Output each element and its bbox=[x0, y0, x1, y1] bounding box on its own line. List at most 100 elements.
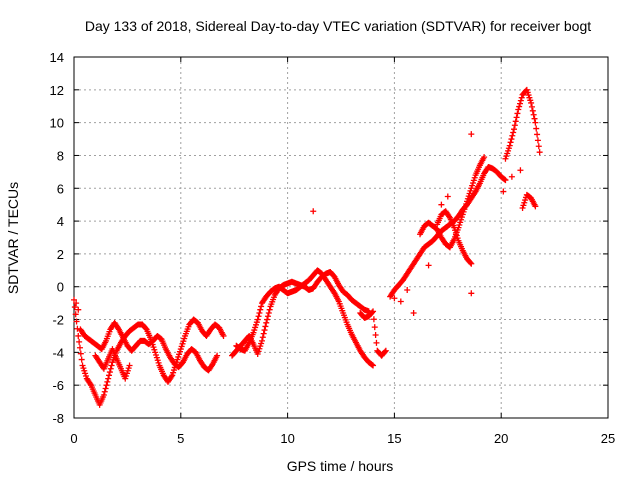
data-point bbox=[254, 316, 261, 323]
data-point bbox=[71, 304, 78, 311]
x-tick-label: 10 bbox=[280, 431, 294, 446]
data-point bbox=[532, 203, 539, 210]
data-point bbox=[108, 362, 115, 369]
data-point bbox=[534, 137, 541, 144]
data-point bbox=[468, 290, 475, 297]
data-point bbox=[106, 369, 113, 376]
data-point bbox=[126, 362, 133, 369]
data-point bbox=[258, 337, 265, 344]
data-point bbox=[529, 107, 536, 114]
plot-frame bbox=[73, 56, 609, 419]
x-axis-label: GPS time / hours bbox=[287, 458, 394, 474]
data-point bbox=[508, 136, 515, 143]
data-point bbox=[512, 118, 519, 125]
data-point bbox=[501, 176, 508, 183]
data-point bbox=[536, 149, 543, 156]
tick-layer: 0 5 10 15 20 25 -8 -6 -4 -2 0 2 4 6 8 10 12 14 bbox=[50, 50, 616, 446]
data-point bbox=[509, 132, 516, 139]
data-point bbox=[264, 316, 271, 323]
y-tick-label: -4 bbox=[52, 345, 64, 360]
data-point bbox=[214, 352, 221, 359]
data-point bbox=[515, 106, 522, 113]
y-tick-label: 0 bbox=[57, 280, 64, 295]
data-point bbox=[259, 334, 266, 341]
data-point bbox=[168, 373, 175, 380]
data-point bbox=[101, 388, 108, 395]
data-point bbox=[371, 324, 378, 331]
data-point bbox=[78, 356, 85, 363]
data-point bbox=[370, 308, 377, 315]
data-point bbox=[382, 348, 389, 355]
y-tick-label: 2 bbox=[57, 247, 64, 262]
data-point bbox=[500, 188, 507, 195]
data-point bbox=[310, 208, 317, 215]
chart-title: Day 133 of 2018, Sidereal Day-to-day VTE… bbox=[85, 18, 591, 34]
y-tick-label: 12 bbox=[50, 83, 64, 98]
data-point bbox=[517, 97, 524, 104]
data-point bbox=[531, 115, 538, 122]
data-point bbox=[511, 122, 518, 129]
data-point bbox=[103, 382, 110, 389]
y-tick-label: 10 bbox=[50, 116, 64, 131]
data-point bbox=[74, 325, 81, 332]
data-point bbox=[76, 338, 83, 345]
data-point bbox=[507, 139, 514, 146]
data-point bbox=[107, 365, 114, 372]
x-tick-label: 0 bbox=[70, 431, 77, 446]
y-tick-label: 14 bbox=[50, 50, 64, 65]
data-point bbox=[262, 323, 269, 330]
data-point bbox=[75, 332, 82, 339]
x-tick-label: 5 bbox=[177, 431, 184, 446]
data-point bbox=[467, 259, 474, 266]
x-tick-label: 20 bbox=[494, 431, 508, 446]
y-tick-label: -6 bbox=[52, 378, 64, 393]
data-point bbox=[75, 306, 82, 313]
data-point bbox=[534, 131, 541, 138]
data-point bbox=[263, 319, 270, 326]
data-point bbox=[425, 262, 432, 269]
data-point bbox=[532, 119, 539, 126]
data-point bbox=[510, 129, 517, 136]
data-point bbox=[446, 213, 453, 220]
grid-layer bbox=[74, 57, 608, 418]
data-point bbox=[73, 318, 80, 325]
data-point bbox=[378, 352, 385, 359]
data-point bbox=[266, 306, 273, 313]
data-point bbox=[370, 362, 377, 369]
data-point bbox=[264, 313, 271, 320]
data-point bbox=[373, 339, 380, 346]
data-point bbox=[369, 361, 376, 368]
data-point bbox=[438, 201, 445, 208]
y-tick-label: 6 bbox=[57, 181, 64, 196]
data-point bbox=[468, 260, 475, 267]
data-point bbox=[382, 347, 389, 354]
data-point bbox=[508, 173, 515, 180]
data-point bbox=[397, 298, 404, 305]
data-point bbox=[104, 378, 111, 385]
data-point bbox=[535, 143, 542, 150]
data-point bbox=[468, 131, 475, 138]
data-point bbox=[72, 311, 79, 318]
data-point bbox=[100, 392, 107, 399]
data-point bbox=[106, 372, 113, 379]
data-marks bbox=[71, 86, 543, 408]
data-point bbox=[261, 327, 268, 334]
data-point bbox=[105, 375, 112, 382]
data-point bbox=[528, 103, 535, 110]
data-point bbox=[73, 300, 80, 307]
data-point bbox=[517, 167, 524, 174]
data-point bbox=[502, 177, 509, 184]
data-point bbox=[516, 100, 523, 107]
data-point bbox=[256, 309, 263, 316]
data-point bbox=[220, 332, 227, 339]
x-tick-label: 25 bbox=[601, 431, 615, 446]
data-point bbox=[444, 193, 451, 200]
data-point bbox=[513, 114, 520, 121]
data-point bbox=[265, 309, 272, 316]
y-tick-label: -2 bbox=[52, 313, 64, 328]
data-point bbox=[528, 99, 535, 106]
data-point bbox=[391, 295, 398, 302]
y-tick-label: 8 bbox=[57, 148, 64, 163]
data-point bbox=[516, 103, 523, 110]
